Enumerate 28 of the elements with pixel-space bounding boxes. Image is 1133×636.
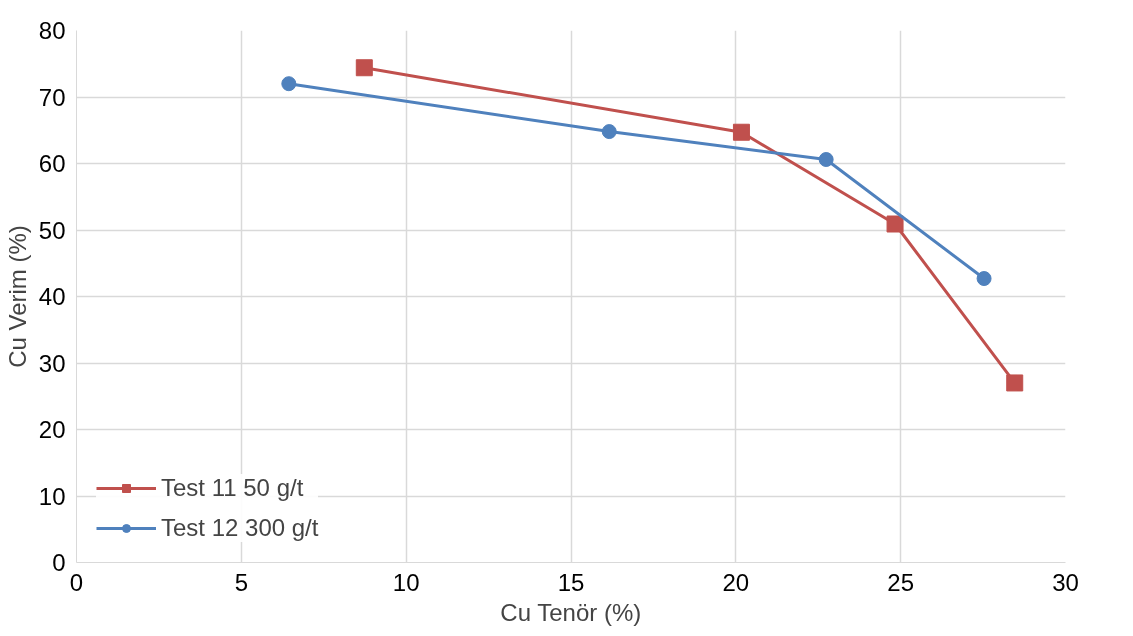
x-tick-label: 15 (557, 568, 585, 596)
x-tick-label: 0 (69, 568, 84, 596)
x-tick-label: 5 (234, 568, 249, 596)
point (355, 59, 373, 77)
y-tick-label: 80 (38, 17, 66, 44)
y-axis-title: Cu Verim (%) (3, 225, 31, 368)
point (886, 215, 904, 233)
x-tick-label: 25 (887, 568, 915, 596)
y-tick-label: 10 (38, 482, 66, 510)
legend-label: Test 11 50 g/t (161, 474, 304, 502)
point (818, 152, 834, 167)
x-tick-label: 30 (1052, 568, 1079, 596)
y-tick-label: 70 (38, 83, 66, 111)
point (976, 271, 992, 287)
point (281, 76, 297, 92)
point (1006, 374, 1024, 392)
y-tick-label: 50 (38, 216, 66, 244)
point (601, 124, 617, 140)
y-tick-label: 60 (38, 150, 66, 177)
point (732, 123, 750, 141)
x-axis-title: Cu Tenör (%) (500, 598, 642, 626)
x-tick-label: 20 (722, 568, 750, 596)
legend-label: Test 12 300 g/t (161, 514, 319, 542)
y-tick-label: 20 (38, 416, 66, 443)
y-tick-label: 0 (52, 549, 66, 576)
x-tick-label: 10 (392, 568, 420, 596)
y-tick-label: 30 (38, 349, 66, 377)
y-tick-label: 40 (38, 283, 66, 310)
